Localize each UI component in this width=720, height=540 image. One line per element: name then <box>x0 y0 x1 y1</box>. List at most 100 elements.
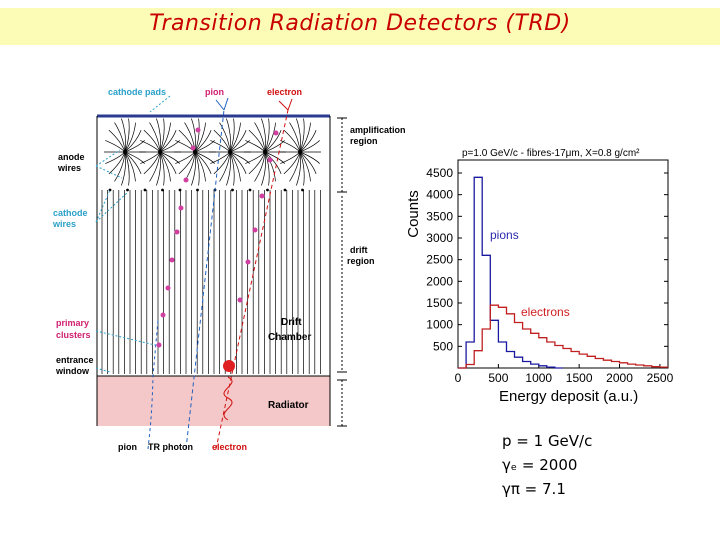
drift-region-label-1: drift <box>350 245 368 255</box>
drift-field-lines <box>101 190 321 374</box>
amplification-field-line <box>299 140 320 153</box>
x-tick-label: 0 <box>455 371 462 385</box>
tr-photon-emission <box>223 376 233 421</box>
amplification-field-line <box>229 151 250 164</box>
cathode-wire <box>301 188 304 192</box>
amplification-field-line <box>264 118 270 153</box>
amplification-field-line <box>124 151 145 164</box>
y-tick-label: 4500 <box>426 166 453 180</box>
amplification-field-line <box>229 118 235 153</box>
cathode-wire <box>248 188 252 192</box>
amplification-field-line <box>296 151 301 186</box>
primary-cluster <box>259 193 265 199</box>
amplification-field-line <box>261 151 266 186</box>
electrons-histogram <box>458 304 668 369</box>
amplification-field-line <box>229 151 247 175</box>
primary-clusters-label-1: primary <box>56 318 89 328</box>
amplification-field-line <box>229 129 247 153</box>
amplification-field-line <box>191 118 196 153</box>
pion-track <box>185 109 225 450</box>
pion-bottom-label: pion <box>118 442 137 452</box>
cathode-pads-label: cathode pads <box>108 87 166 97</box>
anode-wire <box>298 150 302 154</box>
chart-header: p=1.0 GeV/c - fibres-17μm, X=0.8 g/cm² <box>462 148 640 159</box>
cathode-wires-label-2: wires <box>52 219 76 229</box>
tr-photon-track <box>147 319 159 450</box>
pions-histogram <box>458 176 563 369</box>
x-tick-label: 2500 <box>647 371 674 385</box>
amplification-field-line <box>229 122 241 153</box>
amplification-field-line <box>124 129 142 153</box>
amplification-field-line <box>194 140 215 153</box>
amplification-field-line <box>159 129 177 153</box>
primary-cluster <box>267 157 273 163</box>
y-tick-label: 1500 <box>426 296 453 310</box>
amplification-field-line <box>264 151 285 164</box>
amplification-field-line <box>289 151 301 182</box>
amplification-field-line <box>191 151 196 186</box>
y-tick-label: 2000 <box>426 274 453 288</box>
amplification-field-line <box>124 151 142 175</box>
y-tick-label: 4000 <box>426 188 453 202</box>
x-tick-label: 500 <box>488 371 508 385</box>
y-axis-label: Counts <box>405 190 422 238</box>
amplification-field-line <box>108 129 126 153</box>
amplification-field-line <box>299 129 317 153</box>
amplification-field-line <box>264 151 282 175</box>
primary-cluster <box>252 227 258 233</box>
amplification-field-line <box>283 129 301 153</box>
gamma-electron-param: γₑ = 2000 <box>502 456 578 474</box>
x-tick-label: 2000 <box>606 371 633 385</box>
amplification-field-line <box>229 151 241 182</box>
primary-cluster <box>169 257 175 263</box>
series-labels: pions electrons <box>490 228 570 319</box>
electron-track <box>215 109 289 450</box>
primary-cluster <box>174 229 180 235</box>
anode-wire <box>228 150 232 154</box>
entrance-window-label-1: entrance <box>56 355 94 365</box>
amplification-field-line <box>283 151 301 175</box>
electron-top-label: electron <box>267 87 302 97</box>
cathode-wire <box>196 188 199 192</box>
entrance-window-label-2: window <box>55 366 90 376</box>
anode-wires-label-1: anode <box>58 152 85 162</box>
histogram-series <box>458 176 668 369</box>
amplification-field-line <box>178 151 196 175</box>
momentum-param: p = 1 GeV/c <box>502 432 593 450</box>
amplification-field-line <box>124 140 145 153</box>
primary-cluster <box>195 127 201 133</box>
page-title: Transition Radiation Detectors (TRD) <box>149 11 571 36</box>
primary-cluster <box>160 312 166 318</box>
cathode-wire <box>283 188 287 192</box>
electron-bottom-label: electron <box>212 442 247 452</box>
amplification-field-line <box>194 129 212 153</box>
y-tick-label: 2500 <box>426 253 453 267</box>
amplification-field-lines <box>104 118 321 186</box>
primary-cluster <box>178 205 184 211</box>
amplification-field-line <box>213 129 231 153</box>
amplification-field-line <box>143 129 161 153</box>
cathode-wire <box>126 188 129 192</box>
amplification-field-line <box>213 151 231 175</box>
amplification-field-line <box>299 118 305 153</box>
anode-wire <box>158 150 162 154</box>
amplification-field-line <box>226 151 231 186</box>
y-tick-label: 3500 <box>426 209 453 223</box>
y-tick-label: 3000 <box>426 231 453 245</box>
amplification-field-line <box>248 151 266 175</box>
amplification-field-line <box>229 151 235 186</box>
amplification-field-line <box>264 151 276 182</box>
tr-photon-label: TR photon <box>148 442 193 452</box>
cathode-wire <box>161 188 164 192</box>
amplification-field-line <box>159 151 180 164</box>
amplification-field-line <box>248 129 266 153</box>
y-tick-label: 500 <box>433 339 453 353</box>
amplification-field-line <box>299 151 311 182</box>
drift-region-label-2: region <box>347 256 375 266</box>
amplification-field-line <box>254 151 266 182</box>
amplification-field-line <box>264 122 276 153</box>
amplification-field-line <box>124 151 130 186</box>
amplification-field-line <box>299 151 305 186</box>
amplification-field-line <box>114 151 126 182</box>
